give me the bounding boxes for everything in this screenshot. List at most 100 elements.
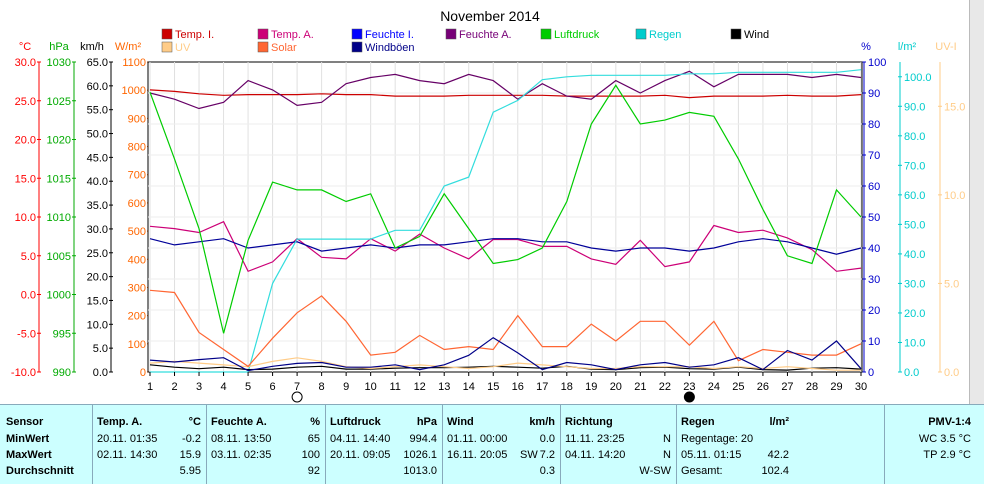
weather-chart: November 2014 Temp. I.Temp. A.Feuchte I.… bbox=[0, 0, 970, 404]
tick-hum: 20 bbox=[868, 305, 880, 317]
pmv-title: PMV-1:4 bbox=[928, 416, 971, 428]
avg-label: Durchschnitt bbox=[6, 465, 74, 477]
axis-unit-uv: UV-I bbox=[935, 41, 956, 53]
tick-solar: 0 bbox=[140, 367, 146, 379]
chart-legend: Temp. I.Temp. A.Feuchte I.Feuchte A.Luft… bbox=[162, 29, 769, 54]
x-tick-label: 11 bbox=[389, 381, 400, 393]
tick-press: 995 bbox=[53, 328, 71, 340]
tick-rain: 30.0 bbox=[904, 278, 925, 290]
axis-unit-temp: °C bbox=[19, 41, 31, 53]
column-unit: % bbox=[310, 416, 320, 428]
tick-wind: 30.0 bbox=[87, 224, 108, 236]
legend-swatch bbox=[731, 29, 741, 39]
tick-hum: 50 bbox=[868, 212, 880, 224]
axis-unit-solar: W/m² bbox=[115, 41, 142, 53]
tick-hum: 90 bbox=[868, 88, 880, 100]
legend-label: Luftdruck bbox=[554, 29, 600, 41]
tick-solar: 1000 bbox=[122, 85, 146, 97]
row-date: Gesamt: bbox=[681, 465, 723, 477]
tick-rain: 0.0 bbox=[904, 367, 919, 379]
x-tick-label: 10 bbox=[365, 381, 377, 393]
tick-hum: 100 bbox=[868, 57, 886, 69]
legend-label: Feuchte I. bbox=[365, 29, 414, 41]
legend-label: Feuchte A. bbox=[459, 29, 512, 41]
row-value: 65 bbox=[308, 433, 320, 445]
column-title: Temp. A. bbox=[97, 416, 142, 428]
tick-rain: 60.0 bbox=[904, 190, 925, 202]
column-title: Wind bbox=[447, 416, 474, 428]
column-title: Regen bbox=[681, 416, 715, 428]
x-tick-label: 8 bbox=[319, 381, 325, 393]
legend-swatch bbox=[162, 42, 172, 52]
tick-solar: 600 bbox=[128, 198, 146, 210]
tick-temp: -10.0 bbox=[11, 367, 36, 379]
x-tick-label: 16 bbox=[512, 381, 524, 393]
x-tick-label: 12 bbox=[414, 381, 426, 393]
tick-hum: 60 bbox=[868, 181, 880, 193]
tick-solar: 500 bbox=[128, 226, 146, 238]
row-value: 994.4 bbox=[409, 433, 437, 445]
x-tick-label: 13 bbox=[438, 381, 450, 393]
x-tick-label: 28 bbox=[806, 381, 818, 393]
legend-swatch bbox=[162, 29, 172, 39]
chart-title: November 2014 bbox=[440, 8, 540, 24]
tick-hum: 70 bbox=[868, 150, 880, 162]
tick-rain: 90.0 bbox=[904, 101, 925, 113]
row-value: 7.2 bbox=[540, 449, 555, 461]
legend-swatch bbox=[446, 29, 456, 39]
legend-swatch bbox=[636, 29, 646, 39]
axis-unit-press: hPa bbox=[49, 41, 69, 53]
tick-wind: 40.0 bbox=[87, 176, 108, 188]
row-value: 100 bbox=[302, 449, 320, 461]
tick-press: 1000 bbox=[47, 290, 71, 302]
pmv-tp: TP 2.9 °C bbox=[923, 449, 971, 461]
tick-solar: 700 bbox=[128, 170, 146, 182]
legend-label: Windböen bbox=[365, 42, 415, 54]
x-tick-label: 14 bbox=[463, 381, 475, 393]
tick-rain: 100.0 bbox=[904, 72, 932, 84]
legend-label: UV bbox=[175, 42, 191, 54]
row-date: 20.11. 09:05 bbox=[330, 449, 390, 461]
tick-wind: 20.0 bbox=[87, 272, 108, 284]
axis-unit-hum: % bbox=[861, 41, 871, 53]
x-tick-label: 5 bbox=[245, 381, 251, 393]
legend-label: Regen bbox=[649, 29, 681, 41]
x-tick-label: 1 bbox=[147, 381, 153, 393]
x-tick-label: 25 bbox=[732, 381, 744, 393]
tick-temp: 20.0 bbox=[15, 135, 36, 147]
sensor-header: Sensor bbox=[6, 416, 43, 428]
legend-swatch bbox=[258, 42, 268, 52]
min-label: MinWert bbox=[6, 433, 49, 445]
axis-unit-wind: km/h bbox=[80, 41, 104, 53]
tick-press: 1010 bbox=[47, 212, 71, 224]
tick-temp: -5.0 bbox=[17, 328, 36, 340]
tick-press: 990 bbox=[53, 367, 71, 379]
tick-hum: 10 bbox=[868, 336, 880, 348]
tick-solar: 300 bbox=[128, 282, 146, 294]
tick-press: 1030 bbox=[47, 57, 71, 69]
row-value: 42.2 bbox=[768, 449, 789, 461]
tick-press: 1005 bbox=[47, 251, 71, 263]
x-tick-label: 19 bbox=[585, 381, 597, 393]
legend-label: Wind bbox=[744, 29, 769, 41]
x-tick-label: 23 bbox=[683, 381, 695, 393]
vertical-scrollbar[interactable] bbox=[969, 0, 984, 404]
row-value: 1013.0 bbox=[403, 465, 437, 477]
tick-temp: 0.0 bbox=[21, 290, 36, 302]
row-direction: SW bbox=[520, 449, 538, 461]
row-date: 11.11. 23:25 bbox=[565, 433, 625, 445]
tick-solar: 900 bbox=[128, 113, 146, 125]
column-unit: l/m² bbox=[769, 416, 789, 428]
row-date: 08.11. 13:50 bbox=[211, 433, 271, 445]
tick-uv: 15.0 bbox=[944, 101, 965, 113]
column-title: Luftdruck bbox=[330, 416, 381, 428]
tick-uv: 10.0 bbox=[944, 190, 965, 202]
tick-rain: 50.0 bbox=[904, 219, 925, 231]
tick-temp: 5.0 bbox=[21, 251, 36, 263]
tick-rain: 80.0 bbox=[904, 131, 925, 143]
tick-press: 1025 bbox=[47, 96, 71, 108]
column-unit: km/h bbox=[529, 416, 555, 428]
